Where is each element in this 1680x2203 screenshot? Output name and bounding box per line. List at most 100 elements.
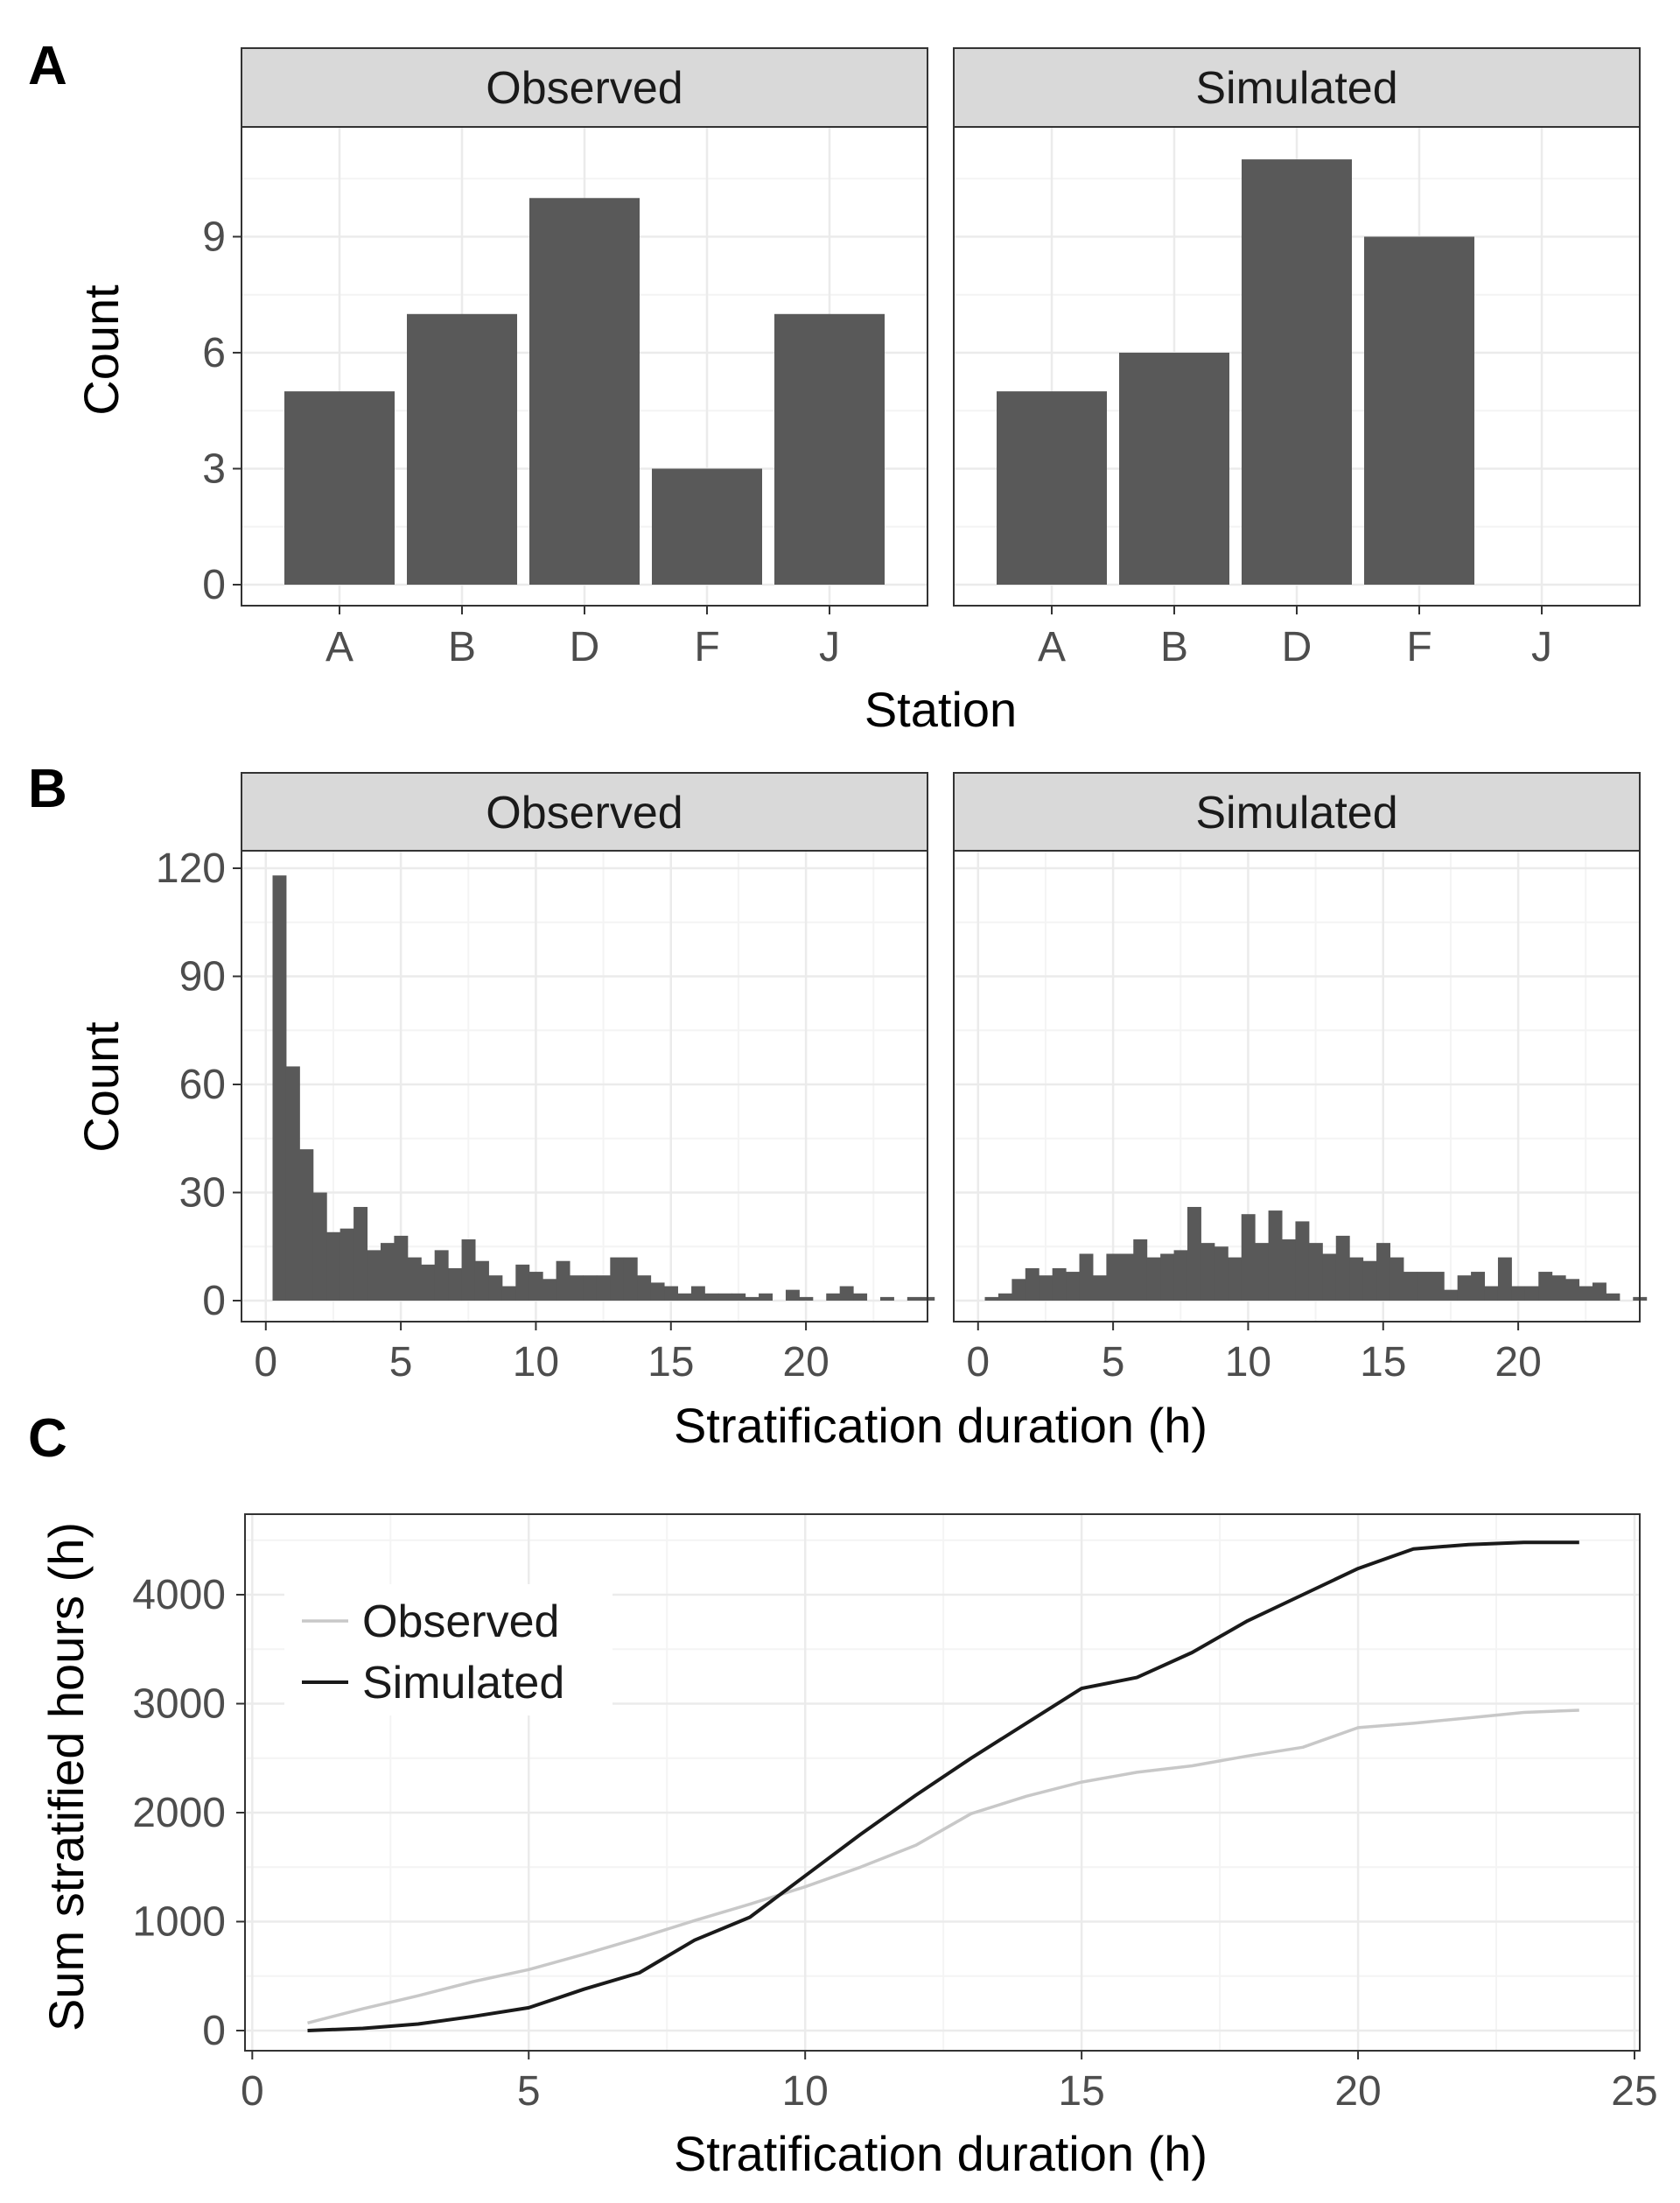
hist-bar-observed [732, 1293, 746, 1301]
hist-bar-observed [448, 1267, 463, 1301]
hist-bar-observed [501, 1286, 516, 1301]
x-tick-label: 15 [1058, 2068, 1104, 2115]
hist-bar-simulated [1565, 1279, 1580, 1301]
x-tick-label: 15 [648, 1339, 694, 1386]
hist-bar-simulated [1241, 1214, 1256, 1301]
hist-bar-simulated [1039, 1275, 1054, 1301]
hist-bar-simulated [1403, 1272, 1418, 1301]
y-tick-label: 120 [156, 845, 226, 892]
hist-bar-observed [542, 1279, 557, 1301]
x-tick-label: 0 [241, 2068, 264, 2115]
bar-a-observed-B [407, 313, 517, 585]
hist-bar-simulated [1119, 1253, 1134, 1301]
panel-letter-c: C [28, 1408, 67, 1469]
panel-frame [244, 1513, 1641, 2052]
hist-bar-simulated [1444, 1289, 1459, 1301]
hist-bar-observed [272, 875, 287, 1301]
y-tick-label: 2000 [132, 1790, 226, 1836]
hist-bar-simulated [1592, 1282, 1606, 1301]
hist-bar-observed [583, 1275, 598, 1301]
x-tick-label: 20 [1494, 1339, 1541, 1386]
x-axis-title: Stratification duration (h) [674, 2126, 1208, 2181]
hist-bar-simulated [1430, 1272, 1445, 1301]
hist-bar-observed [340, 1228, 354, 1301]
legend-box [284, 1584, 612, 1715]
hist-bar-observed [610, 1257, 625, 1301]
hist-bar-simulated [1538, 1272, 1553, 1301]
hist-bar-simulated [1511, 1286, 1526, 1301]
hist-bar-observed [650, 1282, 665, 1301]
y-tick-label: 3 [202, 446, 226, 492]
y-tick-label: 0 [202, 562, 226, 608]
hist-bar-observed [407, 1257, 422, 1301]
x-tick-label: 0 [966, 1339, 990, 1386]
panel-letter-a: A [28, 36, 67, 96]
hist-bar-observed [879, 1296, 894, 1301]
hist-bar-simulated [1268, 1210, 1283, 1301]
hist-bar-simulated [1606, 1293, 1620, 1301]
hist-bar-simulated [1282, 1239, 1296, 1301]
hist-bar-simulated [1457, 1275, 1472, 1301]
y-tick-label: 30 [179, 1170, 226, 1217]
hist-bar-simulated [998, 1293, 1012, 1301]
series-line-simulated [307, 1540, 1579, 2032]
hist-bar-observed [839, 1286, 854, 1301]
hist-bar-observed [637, 1275, 652, 1301]
facet-strip-b-2 [953, 772, 1641, 852]
hist-bar-observed [690, 1286, 705, 1301]
hist-bar-simulated [1417, 1272, 1432, 1301]
hist-bar-simulated [1079, 1253, 1094, 1301]
hist-bar-observed [285, 1066, 300, 1301]
x-axis-title: Stratification duration (h) [674, 1398, 1208, 1453]
hist-bar-simulated [1133, 1239, 1148, 1301]
hist-bar-observed [718, 1293, 732, 1301]
x-tick-label: A [326, 624, 354, 670]
hist-bar-simulated [1349, 1257, 1364, 1301]
hist-bar-simulated [1484, 1286, 1499, 1301]
x-tick-label: D [1282, 624, 1312, 670]
hist-bar-observed [367, 1250, 382, 1301]
bar-a-observed-A [284, 391, 395, 585]
hist-bar-observed [664, 1286, 678, 1301]
y-tick-label: 3000 [132, 1681, 226, 1728]
series-line-observed [307, 1708, 1579, 2024]
x-tick-label: B [448, 624, 476, 670]
bar-a-simulated-F [1364, 236, 1474, 585]
hist-bar-simulated [1578, 1286, 1593, 1301]
panel-letter-b: B [28, 759, 67, 819]
hist-bar-observed [556, 1260, 570, 1301]
hist-bar-observed [434, 1250, 449, 1301]
hist-bar-simulated [1295, 1221, 1310, 1301]
hist-bar-simulated [1052, 1267, 1067, 1301]
hist-bar-observed [745, 1296, 760, 1301]
facet-strip-b-1 [241, 772, 928, 852]
x-axis-title: Station [864, 682, 1017, 737]
x-tick-label: 20 [782, 1339, 829, 1386]
hist-bar-observed [299, 1149, 314, 1301]
hist-bar-observed [380, 1243, 395, 1301]
x-tick-label: B [1160, 624, 1188, 670]
facet-label: Observed [486, 63, 682, 114]
x-tick-label: 10 [1225, 1339, 1271, 1386]
hist-bar-simulated [1106, 1253, 1121, 1301]
y-tick-label: 4000 [132, 1572, 226, 1618]
y-tick-label: 6 [202, 330, 226, 376]
hist-bar-observed [326, 1231, 341, 1301]
y-tick-label: 60 [179, 1062, 226, 1108]
x-tick-label: 15 [1360, 1339, 1406, 1386]
bar-a-observed-D [529, 198, 640, 585]
facet-strip-a-2 [953, 47, 1641, 128]
x-tick-label: 10 [513, 1339, 559, 1386]
y-tick-label: 0 [202, 1278, 226, 1324]
panel-frame [953, 850, 1641, 1323]
hist-bar-observed [570, 1275, 584, 1301]
panel-frame [241, 850, 928, 1323]
x-tick-label: F [694, 624, 719, 670]
hist-bar-observed [826, 1293, 841, 1301]
x-tick-label: F [1406, 624, 1432, 670]
x-tick-label: 10 [781, 2068, 828, 2115]
bar-a-simulated-D [1242, 159, 1352, 585]
hist-bar-simulated [1173, 1250, 1188, 1301]
hist-bar-simulated [984, 1296, 999, 1301]
hist-bar-simulated [1376, 1243, 1390, 1301]
